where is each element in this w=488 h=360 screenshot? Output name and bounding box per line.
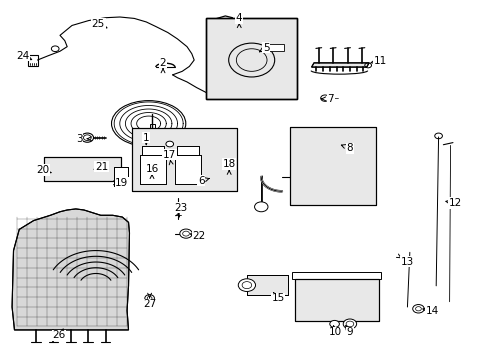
- Text: 4: 4: [235, 13, 242, 23]
- Circle shape: [165, 141, 173, 147]
- Text: 12: 12: [448, 198, 461, 208]
- Bar: [175, 155, 201, 184]
- Text: 6: 6: [198, 176, 204, 186]
- Polygon shape: [12, 209, 129, 330]
- Polygon shape: [311, 63, 368, 67]
- Text: 2: 2: [160, 58, 166, 68]
- Bar: [114, 167, 127, 186]
- Bar: [140, 155, 166, 184]
- Text: 7: 7: [327, 94, 333, 104]
- Bar: [289, 127, 376, 205]
- Text: 17: 17: [163, 150, 176, 159]
- Text: 22: 22: [192, 231, 205, 242]
- Text: 18: 18: [222, 159, 235, 169]
- Circle shape: [343, 319, 356, 329]
- Text: 27: 27: [142, 299, 156, 309]
- Text: 9: 9: [346, 327, 352, 337]
- Bar: [294, 279, 378, 321]
- Bar: [142, 147, 163, 155]
- Text: 19: 19: [115, 178, 128, 188]
- Bar: [177, 147, 199, 155]
- Bar: [177, 147, 199, 155]
- Text: 21: 21: [95, 162, 108, 172]
- Circle shape: [144, 294, 154, 302]
- Bar: [175, 202, 181, 210]
- Text: 5: 5: [262, 43, 269, 53]
- Circle shape: [51, 46, 59, 51]
- Text: 20: 20: [36, 165, 49, 175]
- Circle shape: [254, 202, 267, 212]
- Bar: [28, 55, 39, 66]
- Text: 24: 24: [17, 51, 30, 61]
- Circle shape: [81, 133, 93, 142]
- Bar: [206, 18, 297, 99]
- Text: 15: 15: [271, 293, 284, 303]
- Text: 11: 11: [373, 56, 386, 66]
- Bar: [114, 167, 127, 186]
- Bar: [132, 128, 237, 191]
- Bar: [140, 155, 166, 184]
- Bar: [132, 128, 237, 191]
- Circle shape: [412, 305, 423, 313]
- Text: 14: 14: [425, 306, 438, 315]
- Circle shape: [329, 320, 339, 328]
- Text: 3: 3: [76, 134, 82, 144]
- Text: 8: 8: [346, 143, 352, 153]
- Text: 1: 1: [142, 133, 149, 143]
- Text: 23: 23: [174, 203, 187, 212]
- Bar: [246, 275, 287, 294]
- Bar: [289, 127, 376, 205]
- Text: 10: 10: [328, 327, 342, 337]
- Bar: [149, 123, 155, 128]
- Bar: [142, 147, 163, 155]
- Bar: [44, 157, 121, 181]
- Text: 25: 25: [92, 19, 105, 29]
- Bar: [269, 44, 283, 51]
- Bar: [294, 279, 378, 321]
- Bar: [175, 155, 201, 184]
- Text: 13: 13: [400, 257, 413, 267]
- Bar: [44, 157, 121, 181]
- Text: 26: 26: [52, 330, 65, 340]
- Bar: [206, 18, 297, 99]
- Bar: [246, 275, 287, 294]
- Bar: [292, 273, 380, 279]
- Circle shape: [238, 279, 255, 292]
- Text: 16: 16: [145, 165, 158, 174]
- Circle shape: [180, 229, 192, 238]
